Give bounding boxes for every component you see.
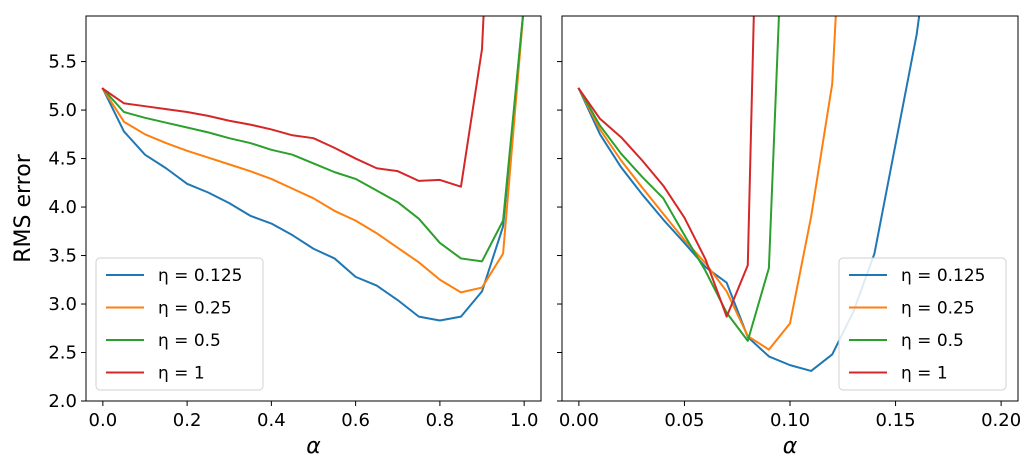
x-tick-label: 0.2: [173, 410, 202, 431]
x-tick-label: 0.05: [664, 410, 704, 431]
series-group: [577, 16, 921, 372]
plot-frame: [85, 15, 542, 402]
x-tick-label: 1.0: [510, 410, 539, 431]
legend-label-1: η = 0.125: [158, 266, 243, 286]
x-tick-label: 0.8: [426, 410, 455, 431]
series-line-1: [577, 16, 921, 372]
x-tick-label: 0.0: [89, 410, 118, 431]
y-tick-label: 3.5: [48, 246, 77, 267]
x-tick-label: 0.10: [770, 410, 810, 431]
legend-label-4: η = 1: [158, 364, 205, 384]
legend-label-3: η = 0.5: [158, 331, 221, 351]
x-tick-label: 0.00: [559, 410, 599, 431]
x-tick-label: 0.15: [876, 410, 916, 431]
series-line-3: [577, 16, 780, 342]
legend-label-2: η = 0.25: [901, 299, 975, 319]
legend: η = 0.125 η = 0.25 η = 0.5 η = 1: [95, 257, 264, 391]
series-line-3: [101, 16, 524, 263]
legend-box: [95, 257, 264, 391]
y-tick-label: 5.5: [48, 52, 77, 73]
series-line-1: [101, 16, 524, 322]
legend-label-1: η = 0.125: [901, 266, 986, 286]
y-axis-label: RMS error: [11, 153, 36, 262]
series-line-2: [101, 16, 525, 294]
legend-label-2: η = 0.25: [158, 299, 232, 319]
y-tick-label: 4.0: [48, 197, 77, 218]
legend: η = 0.125 η = 0.25 η = 0.5 η = 1: [838, 257, 1007, 391]
left-panel: 0.0 0.2 0.4 0.6 0.8 1.0 2.0 2.5 3.0 3.5 4.0 4.5 5.0 5…: [11, 15, 542, 456]
x-tick-label: 0.6: [341, 410, 370, 431]
y-tick-label: 2.5: [48, 343, 77, 364]
legend-label-4: η = 1: [901, 364, 948, 384]
x-axis-label: α: [783, 434, 798, 456]
series-line-4: [577, 16, 755, 318]
legend-box: [838, 257, 1007, 391]
series-group: [101, 16, 525, 322]
series-line-4: [101, 16, 485, 188]
y-tick-label: 3.0: [48, 294, 77, 315]
series-line-2: [577, 16, 837, 351]
y-tick-label: 5.0: [48, 100, 77, 121]
y-tick-label: 2.0: [48, 391, 77, 412]
x-axis-label: α: [306, 434, 321, 456]
x-tick-label: 0.4: [257, 410, 286, 431]
legend-label-3: η = 0.5: [901, 331, 964, 351]
y-tick-label: 4.5: [48, 149, 77, 170]
x-tick-label: 0.20: [981, 410, 1021, 431]
